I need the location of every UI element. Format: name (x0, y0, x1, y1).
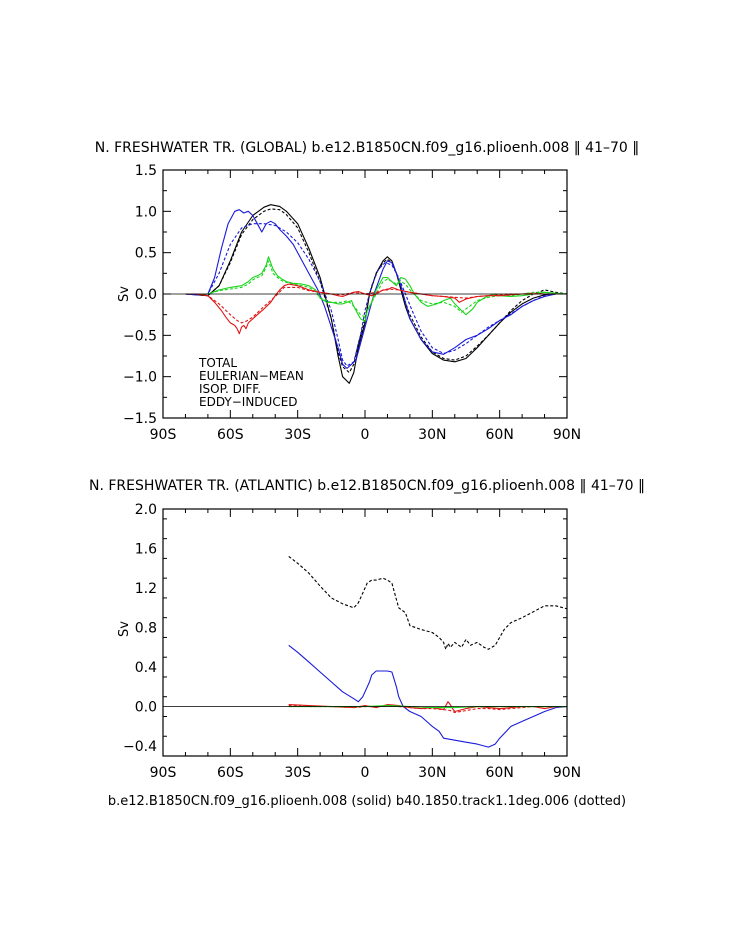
y-tick-label: −1.5 (123, 411, 157, 427)
series-group (288, 555, 568, 748)
x-tick-label: 60N (486, 427, 514, 443)
x-tick-label: 0 (361, 427, 370, 443)
series-line-eulerian-mean-solid (288, 644, 568, 748)
x-tick-label: 60N (486, 765, 514, 781)
y-tick-label: 2.0 (135, 502, 157, 518)
y-tick-label: 0.0 (135, 287, 157, 303)
y-tick-label: −1.0 (123, 370, 157, 386)
y-axis-label: Sv (117, 621, 132, 637)
y-tick-label: 1.6 (135, 542, 157, 558)
x-tick-label: 30S (284, 765, 311, 781)
series-line-total-dotted (288, 555, 568, 650)
series-line-eulerian-mean-solid (185, 209, 567, 369)
x-tick-label: 60S (217, 427, 244, 443)
y-axis-label: Sv (117, 286, 132, 302)
x-tick-label: 60S (217, 765, 244, 781)
x-tick-label: 90N (553, 765, 581, 781)
x-tick-label: 90S (150, 427, 177, 443)
legend-entry-eddy-induced: EDDY−INDUCED (199, 395, 298, 409)
x-tick-label: 30S (284, 427, 311, 443)
x-tick-label: 30N (418, 765, 446, 781)
series-line-eulerian-mean-dotted (185, 223, 567, 367)
x-tick-label: 30N (418, 427, 446, 443)
series-line-eddy-induced-solid (185, 283, 567, 335)
x-tick-label: 0 (361, 765, 370, 781)
axes: 90S 60S 30S 0 30N 60N 90N −1.5 −1.0 −0.5 0.0 0.5 1.0… (123, 163, 581, 443)
atlantic-chart: N. FRESHWATER TR. (ATLANTIC) b.e12.B1850… (89, 478, 645, 781)
legend: TOTAL EULERIAN−MEAN ISOP. DIFF. EDDY−IND… (198, 356, 304, 409)
footer-caption: b.e12.B1850CN.f09_g16.plioenh.008 (solid… (108, 794, 626, 809)
y-tick-label: 0.0 (135, 700, 157, 716)
plot-frame (162, 508, 568, 757)
legend-entry-isop-diff: ISOP. DIFF. (199, 382, 261, 396)
legend-entry-eulerian-mean: EULERIAN−MEAN (199, 369, 304, 383)
axes: 90S 60S 30S 0 30N 60N 90N −0.4 0.0 0.4 0.8 1.2 1.6 2.… (123, 502, 581, 781)
x-tick-label: 90N (553, 427, 581, 443)
global-chart: N. FRESHWATER TR. (GLOBAL) b.e12.B1850CN… (95, 140, 640, 443)
y-tick-label: 0.8 (135, 621, 157, 637)
y-tick-label: 0.5 (135, 246, 157, 262)
x-tick-label: 90S (150, 765, 177, 781)
series-line-eddy-induced-dotted (288, 705, 567, 714)
y-tick-label: 1.5 (135, 163, 157, 179)
chart-title: N. FRESHWATER TR. (ATLANTIC) b.e12.B1850… (89, 478, 645, 494)
y-tick-label: 1.2 (135, 581, 157, 597)
series-line-isop-diff-solid (185, 256, 568, 322)
chart-title: N. FRESHWATER TR. (GLOBAL) b.e12.B1850CN… (95, 140, 640, 156)
series-line-isop-diff-dotted (185, 260, 567, 318)
series-line-eddy-induced-dotted (185, 286, 567, 324)
legend-entry-total: TOTAL (198, 356, 237, 370)
y-tick-label: 1.0 (135, 204, 157, 220)
series-group (185, 204, 568, 384)
y-tick-label: −0.4 (123, 739, 157, 755)
y-tick-label: −0.5 (123, 328, 157, 344)
y-tick-label: 0.4 (135, 660, 157, 676)
